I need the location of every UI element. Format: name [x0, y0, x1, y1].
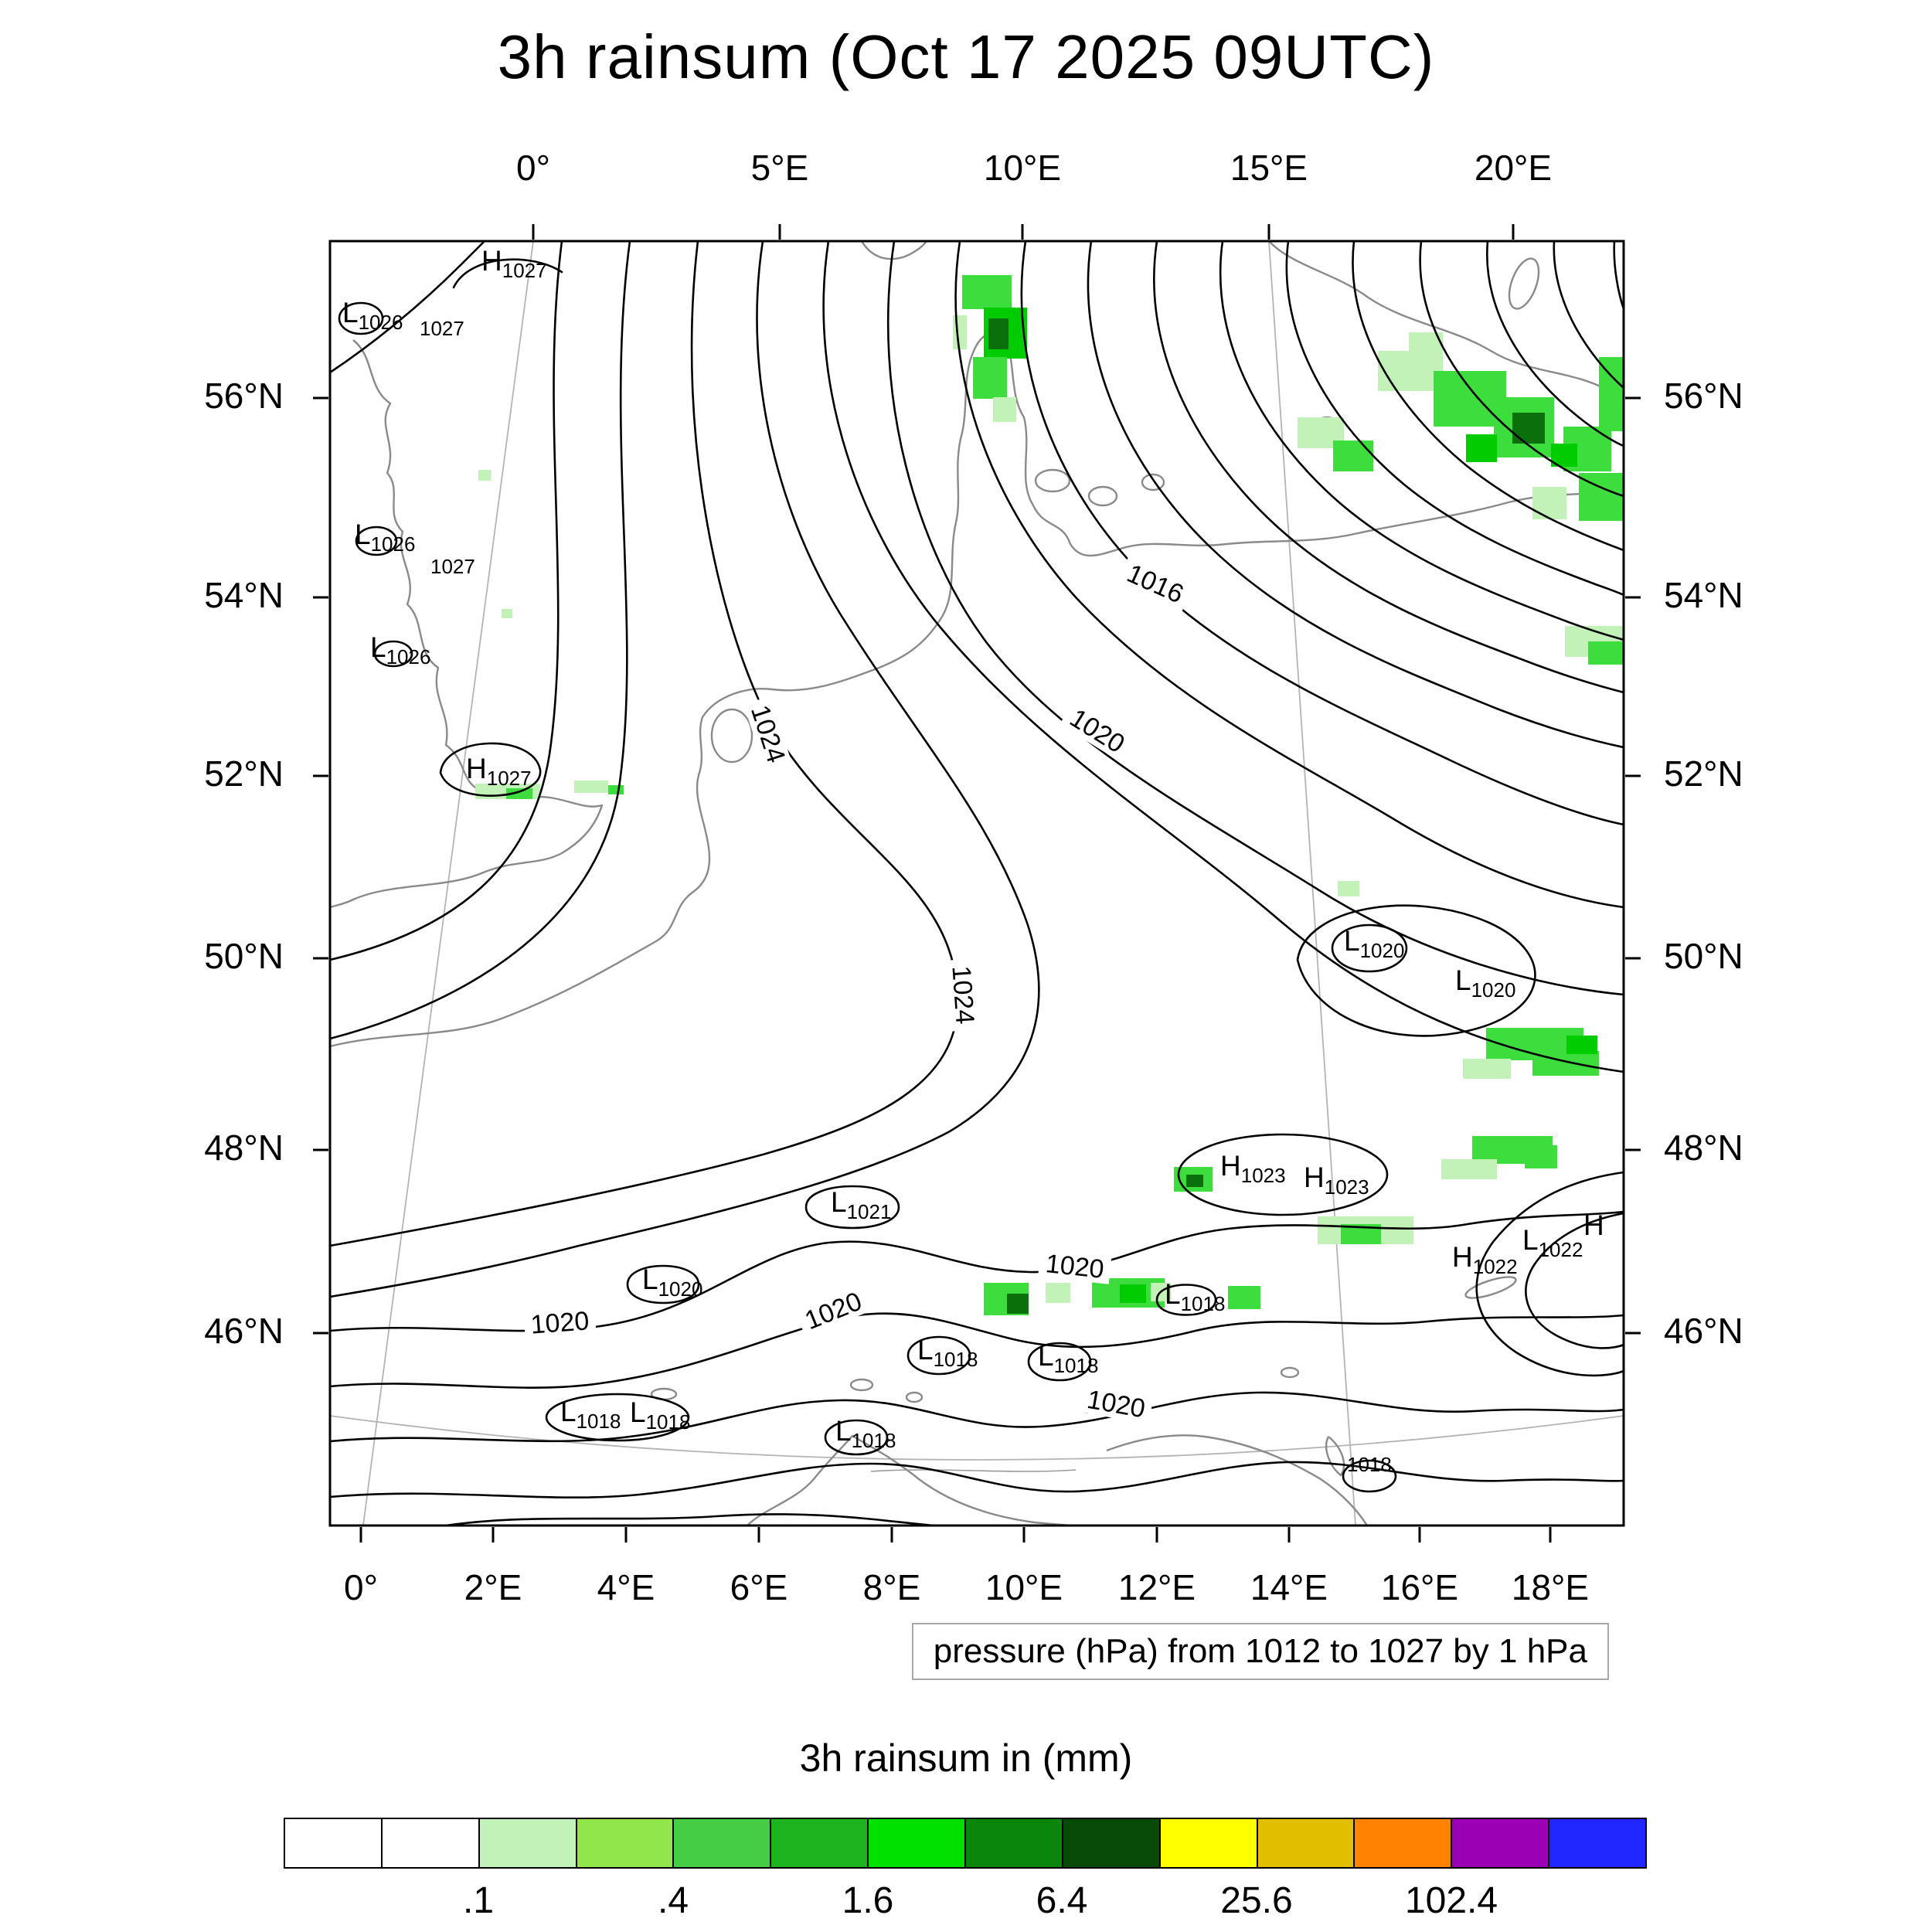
pressure-center: L1018: [630, 1396, 690, 1434]
axis-label-right: 50°N: [1664, 936, 1743, 976]
pressure-center: L1021: [831, 1186, 891, 1223]
page-title: 3h rainsum (Oct 17 2025 09UTC): [497, 22, 1435, 91]
map-area: 0° 5°E 10°E 15°E 20°E 0° 2°E 4°E 6°E 8°E…: [204, 148, 1743, 1607]
axis-label-left: 50°N: [204, 936, 284, 976]
map-frame: [328, 240, 1625, 1527]
pressure-center: L1022: [1522, 1224, 1583, 1261]
pressure-center: H1023: [1220, 1150, 1286, 1187]
svg-text:1016: 1016: [1123, 559, 1189, 609]
colorbar-cell: [1158, 1818, 1258, 1869]
axis-label-top: 20°E: [1474, 148, 1553, 188]
axis-label-left: 46°N: [204, 1311, 284, 1351]
pressure-center-labels: H1027 L1026 L1026 L1026 H1027 L1020 L102…: [342, 245, 1604, 1476]
axis-label-bottom: 6°E: [730, 1567, 788, 1607]
contour-label: 1020: [1060, 700, 1135, 762]
contour-label: 1024: [946, 958, 980, 1032]
pressure-center: H1023: [1304, 1162, 1369, 1199]
colorbar-cell: [284, 1818, 383, 1869]
svg-text:1024: 1024: [946, 964, 979, 1025]
colorbar-cell: [770, 1818, 869, 1869]
colorbar-cell: [380, 1818, 480, 1869]
colorbar-tick-label: 102.4: [1404, 1880, 1498, 1921]
colorbar-tick-label: .4: [657, 1880, 689, 1921]
axis-label-left: 52°N: [204, 753, 284, 794]
colorbar-tick-label: .1: [462, 1880, 495, 1921]
axis-label-top: 5°E: [750, 148, 809, 188]
contour-label: 1020: [523, 1306, 597, 1340]
pressure-center: L1020: [1344, 925, 1404, 962]
colorbar-cell: [964, 1818, 1063, 1869]
axis-label-bottom: 4°E: [597, 1567, 655, 1607]
pressure-center: H: [1583, 1209, 1604, 1241]
pressure-caption: pressure (hPa) from 1012 to 1027 by 1 hP…: [911, 1623, 1609, 1680]
colorbar-cell: [672, 1818, 772, 1869]
axis-label-bottom: 18°E: [1511, 1567, 1590, 1607]
weather-map-canvas: 1016 1020 1024 1024 1020 1020 1020 1020 …: [313, 224, 1641, 1543]
axis-label-top: 10°E: [983, 148, 1062, 188]
colorbar-cell: [1256, 1818, 1355, 1869]
axis-ticks: [313, 224, 1641, 1543]
contour-label: 1020: [794, 1284, 872, 1338]
colorbar: [284, 1818, 1648, 1869]
axis-label-top: 0°: [516, 148, 550, 188]
axis-label-right: 46°N: [1664, 1311, 1743, 1351]
svg-text:1020: 1020: [1044, 1249, 1105, 1284]
colorbar-cell: [1548, 1818, 1648, 1869]
pressure-value-label: 1027: [420, 317, 464, 340]
axis-label-right: 56°N: [1664, 376, 1743, 416]
graticule: [329, 240, 1624, 1526]
pressure-center: L1026: [370, 631, 430, 668]
colorbar-tick-label: 6.4: [1036, 1880, 1088, 1921]
pressure-center: H1027: [481, 245, 547, 282]
pressure-center: L1020: [1455, 964, 1515, 1002]
svg-text:1020: 1020: [801, 1287, 866, 1336]
axis-label-left: 48°N: [204, 1128, 284, 1168]
svg-text:1020: 1020: [529, 1306, 590, 1339]
pressure-center: L1026: [342, 297, 403, 334]
pressure-center: L1018: [560, 1396, 621, 1433]
pressure-value-label: 1027: [430, 555, 475, 578]
axis-label-bottom: 0°: [344, 1567, 378, 1607]
axis-label-left: 54°N: [204, 575, 284, 615]
colorbar-cell: [1061, 1818, 1161, 1869]
coastlines: [329, 240, 1625, 1527]
pressure-value-label: 1018: [1347, 1453, 1392, 1476]
contour-label: 1020: [1038, 1249, 1112, 1284]
pressure-center: L1026: [355, 519, 415, 556]
colorbar-tick-label: 1.6: [842, 1880, 894, 1921]
colorbar-title: 3h rainsum in (mm): [799, 1736, 1133, 1780]
colorbar-cell: [867, 1818, 967, 1869]
colorbar-cell: [1451, 1818, 1550, 1869]
axis-label-bottom: 14°E: [1250, 1567, 1328, 1607]
colorbar-cell: [1353, 1818, 1453, 1869]
colorbar-cell: [478, 1818, 577, 1869]
pressure-center: H1022: [1452, 1241, 1518, 1278]
contour-label: 1024: [743, 696, 792, 773]
axis-label-right: 54°N: [1664, 575, 1743, 615]
axis-label-bottom: 8°E: [862, 1567, 921, 1607]
pressure-center: H1027: [466, 753, 532, 790]
contour-label: 1020: [1078, 1384, 1154, 1424]
axis-label-bottom: 12°E: [1117, 1567, 1196, 1607]
axis-label-right: 48°N: [1664, 1128, 1743, 1168]
colorbar-tick-label: 25.6: [1220, 1880, 1293, 1921]
pressure-center: L1018: [1038, 1340, 1098, 1377]
rain-shading: [475, 275, 1624, 1315]
axis-label-top: 15°E: [1230, 148, 1308, 188]
axis-label-left: 56°N: [204, 376, 284, 416]
svg-text:1020: 1020: [1085, 1385, 1148, 1424]
isobar-contours: [328, 240, 1625, 1527]
axis-label-bottom: 2°E: [464, 1567, 522, 1607]
contour-label: 1016: [1117, 556, 1194, 611]
axis-label-right: 52°N: [1664, 753, 1743, 794]
axis-label-bottom: 10°E: [985, 1567, 1063, 1607]
pressure-center: L1018: [917, 1334, 978, 1371]
axis-label-bottom: 16°E: [1380, 1567, 1459, 1607]
pressure-center: L1020: [642, 1264, 702, 1301]
pressure-center: L1018: [835, 1415, 896, 1452]
colorbar-cell: [575, 1818, 675, 1869]
pressure-center: L1018: [1165, 1278, 1225, 1315]
